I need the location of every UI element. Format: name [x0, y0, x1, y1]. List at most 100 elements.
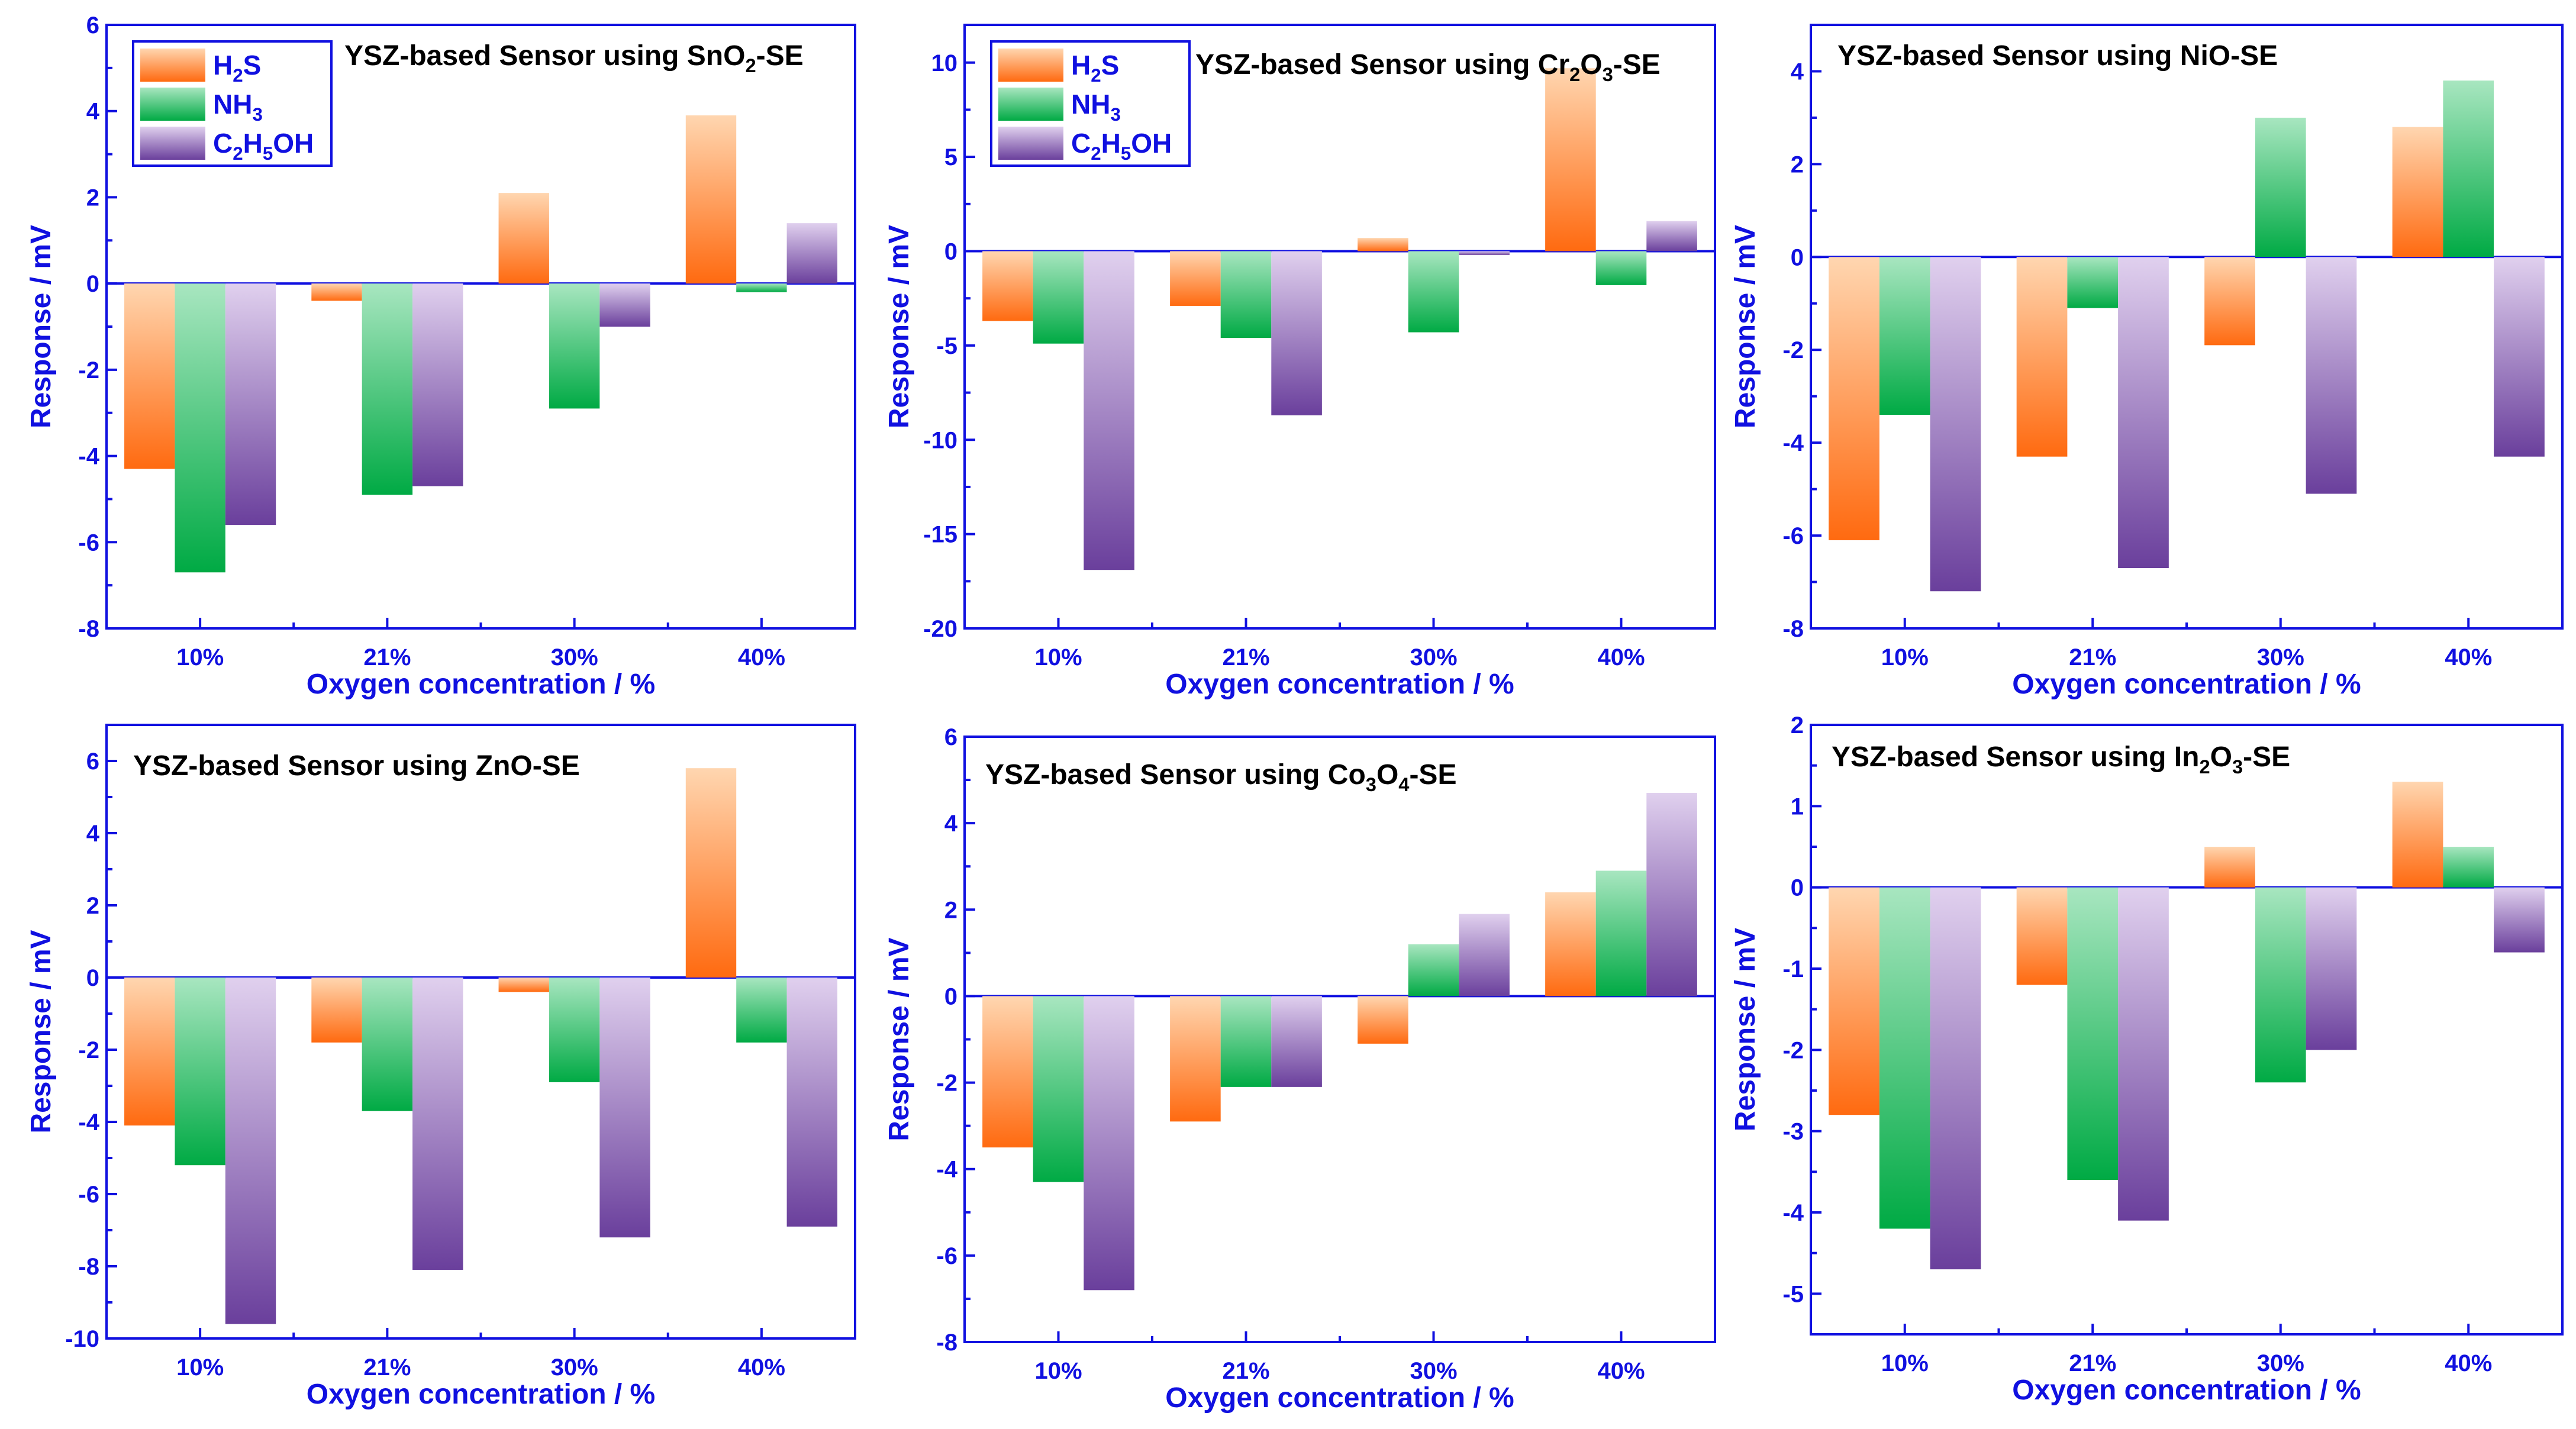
- y-tick-label: 4: [1791, 59, 1804, 85]
- bar-h2s-10pct: [1829, 257, 1879, 540]
- panel-title: YSZ-based Sensor using SnO2-SE: [344, 40, 804, 76]
- bar-nh3-10pct: [175, 978, 225, 1166]
- y-tick-label: -10: [923, 427, 957, 453]
- y-tick-label: 0: [1791, 244, 1804, 270]
- panel-title: YSZ-based Sensor using Cr2O3-SE: [1195, 49, 1661, 85]
- bar-h2s-21pct: [1170, 251, 1221, 306]
- y-tick-label: -4: [936, 1157, 957, 1183]
- bar-h2s-10pct: [124, 283, 175, 469]
- y-tick-label: -6: [1782, 523, 1804, 549]
- y-tick-label: 0: [86, 965, 99, 991]
- panel-title: YSZ-based Sensor using ZnO-SE: [133, 750, 580, 782]
- x-tick-label: 21%: [1222, 1358, 1269, 1384]
- x-tick-label: 30%: [2257, 1350, 2304, 1376]
- bar-nh3-21pct: [1220, 996, 1272, 1087]
- y-tick-label: -4: [78, 444, 99, 470]
- chart-panel-in2o3: -5 -4 -3 -2 -1 0 1 2 10% 21% 30% 40% Oxygen concentr…: [1730, 712, 2564, 1406]
- chart-panel-sno2: -8 -6 -4 -2 0 2 4 6 10% 21% 30% 40% Oxygen concentra…: [25, 12, 856, 700]
- legend-swatch-nh3: [998, 88, 1063, 121]
- legend-swatch-h2s: [140, 49, 205, 82]
- x-tick-label: 30%: [2257, 644, 2304, 670]
- legend-swatch-c2h5oh: [998, 127, 1063, 160]
- bar-c2h5oh-10pct: [1930, 887, 1981, 1270]
- y-tick-label: -5: [1782, 1281, 1804, 1307]
- bar-nh3-10pct: [1879, 887, 1930, 1229]
- legend-label-h2s: H2S: [213, 50, 261, 86]
- legend-label-c2h5oh: C2H5OH: [1071, 128, 1172, 164]
- bar-nh3-40pct: [2443, 80, 2494, 257]
- y-tick-label: 2: [86, 185, 99, 211]
- bar-h2s-40pct: [685, 115, 737, 284]
- bar-c2h5oh-21pct: [1271, 251, 1322, 415]
- bar-nh3-30pct: [2255, 887, 2306, 1083]
- x-tick-label: 30%: [551, 644, 598, 670]
- bar-c2h5oh-10pct: [1084, 996, 1134, 1291]
- chart-panel-nio: -8 -6 -4 -2 0 2 4 10% 21% 30% 40% Oxygen concentrat…: [1730, 24, 2564, 700]
- legend-label-c2h5oh: C2H5OH: [213, 128, 314, 164]
- x-tick-label: 40%: [2445, 644, 2492, 670]
- y-tick-label: 2: [944, 897, 957, 923]
- y-axis-title: Response / mV: [1730, 225, 1761, 428]
- y-tick-label: -1: [1782, 956, 1804, 982]
- x-axis-title: Oxygen concentration / %: [307, 1379, 655, 1410]
- bar-h2s-21pct: [311, 978, 362, 1043]
- x-axis-title: Oxygen concentration / %: [2012, 669, 2361, 700]
- x-tick-label: 21%: [2069, 644, 2116, 670]
- legend-label-nh3: NH3: [1071, 89, 1121, 125]
- bar-nh3-30pct: [1408, 944, 1459, 996]
- bar-nh3-40pct: [1595, 251, 1647, 285]
- y-tick-label: -6: [78, 1182, 99, 1208]
- bar-c2h5oh-21pct: [2118, 257, 2169, 568]
- y-axis-title: Response / mV: [884, 225, 915, 428]
- bar-h2s-10pct: [982, 251, 1033, 321]
- chart-panel-zno: -10 -8 -6 -4 -2 0 2 4 6 10% 21% 30% 40% Oxygen concen…: [25, 724, 856, 1410]
- bar-h2s-30pct: [1358, 238, 1408, 251]
- y-axis-title: Response / mV: [1730, 928, 1761, 1131]
- y-tick-label: 4: [86, 99, 100, 125]
- y-tick-label: -2: [936, 1070, 957, 1096]
- bar-nh3-21pct: [2067, 887, 2119, 1180]
- x-tick-label: 10%: [1034, 644, 1082, 670]
- legend-swatch-nh3: [140, 88, 205, 121]
- bar-h2s-21pct: [2016, 887, 2068, 985]
- y-tick-label: -4: [1782, 1200, 1804, 1226]
- bar-c2h5oh-21pct: [1271, 996, 1322, 1087]
- legend-swatch-c2h5oh: [140, 127, 205, 160]
- bar-c2h5oh-40pct: [1646, 792, 1697, 996]
- bar-nh3-21pct: [362, 283, 413, 495]
- y-tick-label: 10: [931, 50, 958, 76]
- y-tick-label: -5: [936, 333, 957, 359]
- bar-h2s-10pct: [1829, 887, 1879, 1115]
- chart-panel-co3o4: -8 -6 -4 -2 0 2 4 6 10% 21% 30% 40% Oxygen concentra…: [884, 724, 1716, 1414]
- y-tick-label: -6: [78, 530, 99, 556]
- panel-title: YSZ-based Sensor using Co3O4-SE: [985, 759, 1456, 795]
- y-tick-label: 0: [1791, 875, 1804, 901]
- y-tick-label: 5: [944, 144, 957, 170]
- bar-h2s-21pct: [311, 283, 362, 301]
- y-axis-title: Response / mV: [25, 930, 57, 1133]
- bar-nh3-30pct: [549, 283, 600, 409]
- x-tick-label: 10%: [1034, 1358, 1082, 1384]
- legend-label-h2s: H2S: [1071, 50, 1119, 86]
- y-tick-label: 2: [1791, 151, 1804, 178]
- y-tick-label: 2: [1791, 712, 1804, 738]
- x-axis-title: Oxygen concentration / %: [307, 669, 655, 700]
- bar-h2s-10pct: [124, 978, 175, 1126]
- bar-nh3-21pct: [362, 978, 413, 1111]
- x-axis-title: Oxygen concentration / %: [1165, 1382, 1514, 1414]
- bar-h2s-40pct: [685, 768, 737, 978]
- y-tick-label: 6: [86, 12, 99, 38]
- bar-nh3-40pct: [736, 978, 787, 1043]
- x-tick-label: 21%: [2069, 1350, 2116, 1376]
- x-tick-label: 21%: [1222, 644, 1269, 670]
- chart-panel-cr2o3: -20 -15 -10 -5 0 5 10 10% 21% 30% 40% Oxygen concen…: [884, 24, 1716, 700]
- bar-c2h5oh-21pct: [2118, 887, 2169, 1221]
- bar-c2h5oh-10pct: [225, 283, 276, 525]
- bar-nh3-21pct: [1220, 251, 1272, 338]
- bar-c2h5oh-30pct: [599, 283, 650, 327]
- bar-h2s-30pct: [498, 193, 549, 284]
- bar-nh3-10pct: [1033, 251, 1084, 344]
- y-tick-label: -15: [923, 522, 957, 548]
- bar-c2h5oh-30pct: [1459, 914, 1510, 996]
